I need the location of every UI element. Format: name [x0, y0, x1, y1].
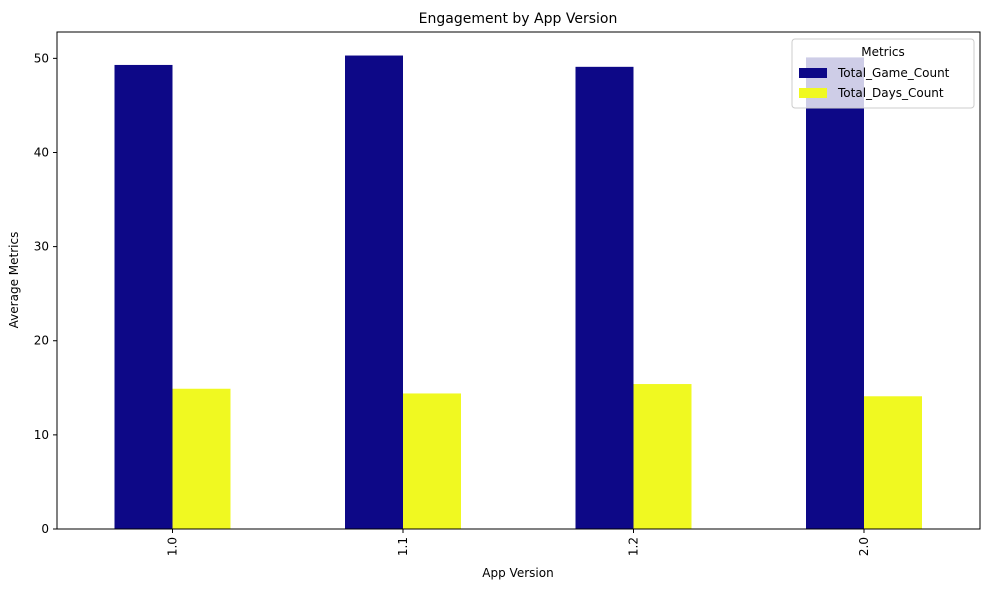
- chart-title: Engagement by App Version: [419, 11, 618, 27]
- bar-total-game-count-2-0: [806, 57, 864, 530]
- y-tick-label: 0: [41, 522, 49, 536]
- bar-total-game-count-1-1: [345, 55, 403, 529]
- y-tick-label: 30: [34, 240, 49, 254]
- legend-box: [791, 38, 975, 109]
- legend-title: Metrics: [861, 45, 905, 59]
- bar-total-game-count-1-2: [575, 66, 634, 530]
- x-tick-label: 1.0: [166, 537, 180, 556]
- bar-total-days-count-1-0: [172, 388, 231, 529]
- legend-swatch: [799, 88, 827, 98]
- x-tick-label: 2.0: [857, 537, 871, 556]
- x-axis-label: App Version: [482, 566, 553, 580]
- bar-total-game-count-1-0: [114, 64, 173, 530]
- legend-entry-label: Total_Days_Count: [837, 86, 944, 100]
- y-tick-label: 10: [34, 428, 49, 442]
- bar-total-days-count-1-2: [633, 384, 692, 529]
- plot-frame: [56, 31, 981, 530]
- x-tick-label: 1.1: [396, 537, 410, 556]
- legend-entry-label: Total_Game_Count: [837, 66, 950, 80]
- bars-layer: [114, 55, 922, 530]
- y-axis: 0 10 20 30 40 50: [34, 51, 57, 536]
- legend: Metrics Total_Game_Count Total_Days_Count: [791, 38, 975, 109]
- x-tick-label: 1.2: [627, 537, 641, 556]
- bar-total-days-count-2-0: [864, 396, 922, 529]
- bar-total-days-count-1-1: [403, 393, 461, 529]
- x-axis: 1.0 1.1 1.2 2.0: [166, 529, 871, 556]
- y-axis-label: Average Metrics: [7, 232, 21, 329]
- legend-swatch: [799, 68, 827, 78]
- y-tick-label: 40: [34, 145, 49, 159]
- y-tick-label: 50: [34, 51, 49, 65]
- y-tick-label: 20: [34, 334, 49, 348]
- legend-items: Total_Game_Count Total_Days_Count: [799, 66, 950, 100]
